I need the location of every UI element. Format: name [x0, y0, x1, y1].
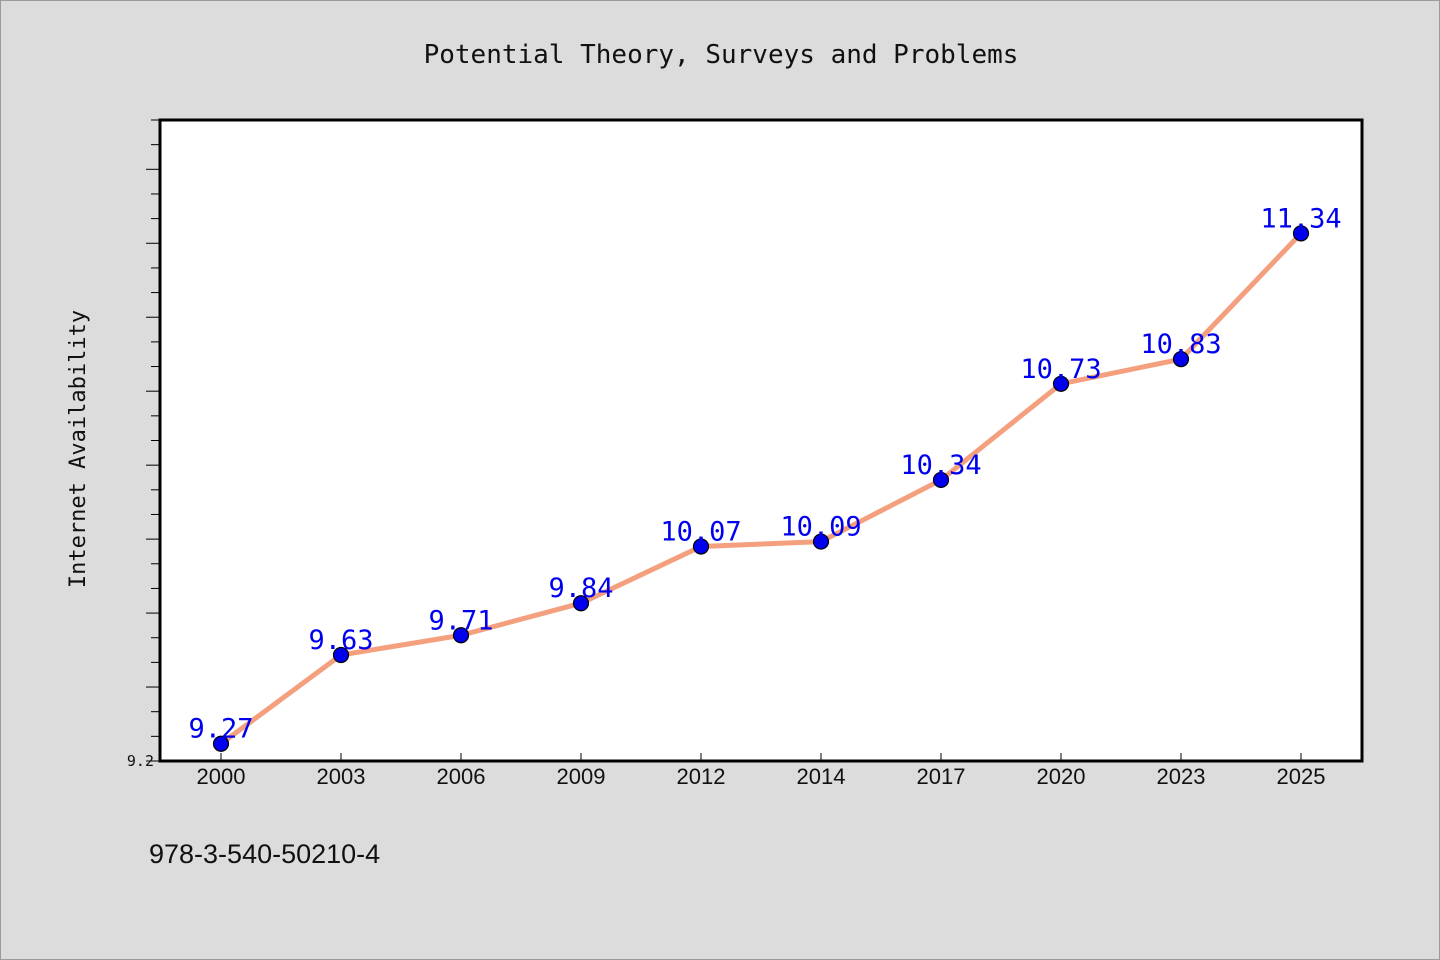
x-tick-label: 2020: [1037, 764, 1086, 789]
x-tick-label: 2000: [197, 764, 246, 789]
data-point-marker: [212, 735, 230, 752]
data-label: 10.34: [900, 450, 981, 481]
x-tick-label: 2012: [677, 764, 726, 789]
data-point-marker: [932, 471, 950, 489]
data-label: 10.07: [660, 517, 741, 548]
x-tick-label: 2023: [1157, 764, 1206, 789]
y-axis-label: Internet Availability: [66, 310, 91, 588]
data-point-marker: [692, 538, 710, 555]
data-label: 9.71: [428, 605, 493, 636]
footnote-isbn: 978-3-540-50210-4: [149, 839, 380, 869]
data-label: 9.27: [188, 714, 253, 745]
chart-title: Potential Theory, Surveys and Problems: [424, 40, 1019, 70]
series-line-group: [218, 230, 1304, 747]
data-point-marker: [572, 595, 590, 612]
data-point-marker: [1292, 225, 1310, 242]
x-tick-label: 2009: [557, 764, 606, 789]
data-point-marker: [1172, 351, 1190, 368]
plot-area: [158, 118, 1364, 763]
series-line: [218, 230, 1304, 747]
x-tick-label: 2025: [1277, 764, 1326, 789]
y-axis-ticks: 9.2: [127, 119, 160, 770]
data-label: 11.34: [1260, 203, 1341, 234]
data-label: 9.63: [308, 625, 373, 656]
data-label: 10.09: [780, 512, 861, 543]
markers-group: [212, 225, 1310, 752]
data-point-marker: [1052, 375, 1070, 392]
x-tick-label: 2003: [317, 764, 366, 789]
x-tick-label: 2017: [917, 764, 966, 789]
data-label: 9.84: [548, 573, 613, 604]
data-labels-group: 9.27 9.63 9.71 9.84 10.07 10.09 10.34 10.73 10.8…: [188, 203, 1341, 744]
data-label: 10.73: [1020, 354, 1101, 385]
x-tick-label: 2014: [797, 764, 846, 789]
data-label: 10.83: [1140, 329, 1221, 360]
data-point-marker: [812, 533, 830, 550]
data-point-marker: [332, 646, 350, 664]
x-tick-label: 2006: [437, 764, 486, 789]
x-axis-ticks: 2000 2003 2006 2009 2012 2014 2017 2020 2023 2025: [197, 753, 1326, 789]
y-tick-label: 9.2: [127, 752, 154, 770]
data-point-marker: [452, 627, 470, 644]
